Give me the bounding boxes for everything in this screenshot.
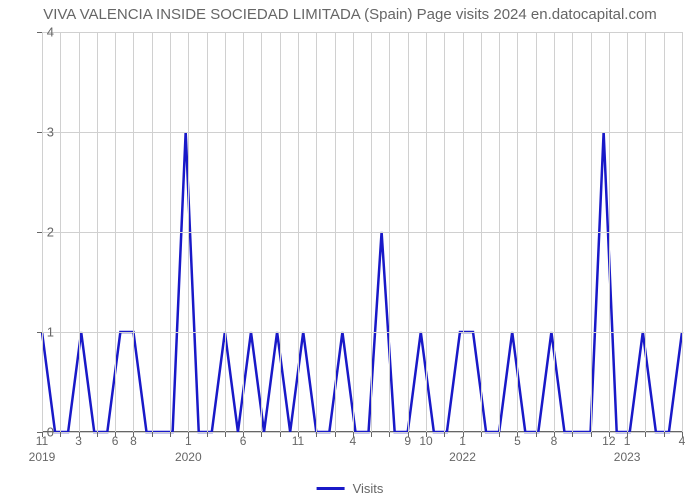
grid-line-vertical [316, 32, 317, 432]
visits-line [42, 132, 682, 432]
grid-line-vertical [298, 32, 299, 432]
grid-line-vertical [572, 32, 573, 432]
grid-line-vertical [481, 32, 482, 432]
chart-title: VIVA VALENCIA INSIDE SOCIEDAD LIMITADA (… [0, 0, 700, 23]
y-axis-tick-label: 3 [24, 125, 54, 140]
grid-line-vertical [353, 32, 354, 432]
grid-line-vertical [664, 32, 665, 432]
x-tick [389, 432, 390, 437]
grid-line-vertical [243, 32, 244, 432]
grid-line-vertical [371, 32, 372, 432]
x-axis-year-label: 2019 [29, 450, 56, 464]
grid-line-vertical [444, 32, 445, 432]
x-tick [572, 432, 573, 437]
y-axis-tick-label: 1 [24, 325, 54, 340]
grid-line-vertical [79, 32, 80, 432]
plot-area [42, 32, 682, 432]
grid-line-vertical [389, 32, 390, 432]
x-tick [664, 432, 665, 437]
grid-line-vertical [261, 32, 262, 432]
x-tick [152, 432, 153, 437]
x-tick [645, 432, 646, 437]
x-axis-tick-label: 4 [350, 434, 357, 448]
x-axis-tick-label: 11 [36, 434, 48, 448]
grid-line-vertical [645, 32, 646, 432]
x-axis-tick-label: 1 [185, 434, 192, 448]
grid-line-vertical [225, 32, 226, 432]
x-tick [60, 432, 61, 437]
legend: Visits [317, 481, 384, 496]
grid-line-horizontal [42, 232, 682, 233]
x-axis-year-label: 2020 [175, 450, 202, 464]
grid-line-horizontal [42, 132, 682, 133]
x-tick [481, 432, 482, 437]
x-tick [170, 432, 171, 437]
grid-line-vertical [682, 32, 683, 432]
x-axis-tick-label: 6 [112, 434, 119, 448]
x-axis-tick-label: 10 [419, 434, 432, 448]
grid-line-vertical [207, 32, 208, 432]
chart-container: VIVA VALENCIA INSIDE SOCIEDAD LIMITADA (… [0, 0, 700, 500]
x-axis-tick-label: 1 [624, 434, 631, 448]
grid-line-vertical [536, 32, 537, 432]
x-axis-tick-label: 3 [75, 434, 82, 448]
x-axis-tick-label: 12 [602, 434, 615, 448]
grid-line-vertical [609, 32, 610, 432]
grid-line-vertical [463, 32, 464, 432]
grid-line-vertical [408, 32, 409, 432]
grid-line-vertical [133, 32, 134, 432]
x-tick [371, 432, 372, 437]
x-axis-tick-label: 1 [459, 434, 466, 448]
grid-line-horizontal [42, 32, 682, 33]
grid-line-horizontal [42, 332, 682, 333]
grid-line-vertical [426, 32, 427, 432]
grid-line-horizontal [42, 432, 682, 433]
y-axis-tick-label: 2 [24, 225, 54, 240]
x-tick [261, 432, 262, 437]
x-tick [225, 432, 226, 437]
grid-line-vertical [188, 32, 189, 432]
x-tick [97, 432, 98, 437]
x-axis-tick-label: 5 [514, 434, 521, 448]
grid-line-vertical [335, 32, 336, 432]
x-tick [536, 432, 537, 437]
grid-line-vertical [499, 32, 500, 432]
x-axis-tick-label: 11 [292, 434, 304, 448]
x-tick [316, 432, 317, 437]
grid-line-vertical [280, 32, 281, 432]
grid-line-vertical [170, 32, 171, 432]
grid-line-vertical [60, 32, 61, 432]
x-axis-tick-label: 4 [679, 434, 686, 448]
legend-label: Visits [353, 481, 384, 496]
x-tick [499, 432, 500, 437]
x-axis-tick-label: 8 [130, 434, 137, 448]
legend-swatch [317, 487, 345, 490]
grid-line-vertical [517, 32, 518, 432]
x-axis-year-label: 2023 [614, 450, 641, 464]
x-tick [280, 432, 281, 437]
grid-line-vertical [591, 32, 592, 432]
grid-line-vertical [97, 32, 98, 432]
x-axis-tick-label: 8 [551, 434, 558, 448]
grid-line-vertical [115, 32, 116, 432]
x-tick [444, 432, 445, 437]
x-axis-year-label: 2022 [449, 450, 476, 464]
x-tick [591, 432, 592, 437]
y-axis-tick-label: 4 [24, 25, 54, 40]
x-axis-tick-label: 6 [240, 434, 247, 448]
x-axis-tick-label: 9 [404, 434, 411, 448]
x-tick [207, 432, 208, 437]
grid-line-vertical [554, 32, 555, 432]
grid-line-vertical [627, 32, 628, 432]
x-tick [335, 432, 336, 437]
grid-line-vertical [152, 32, 153, 432]
